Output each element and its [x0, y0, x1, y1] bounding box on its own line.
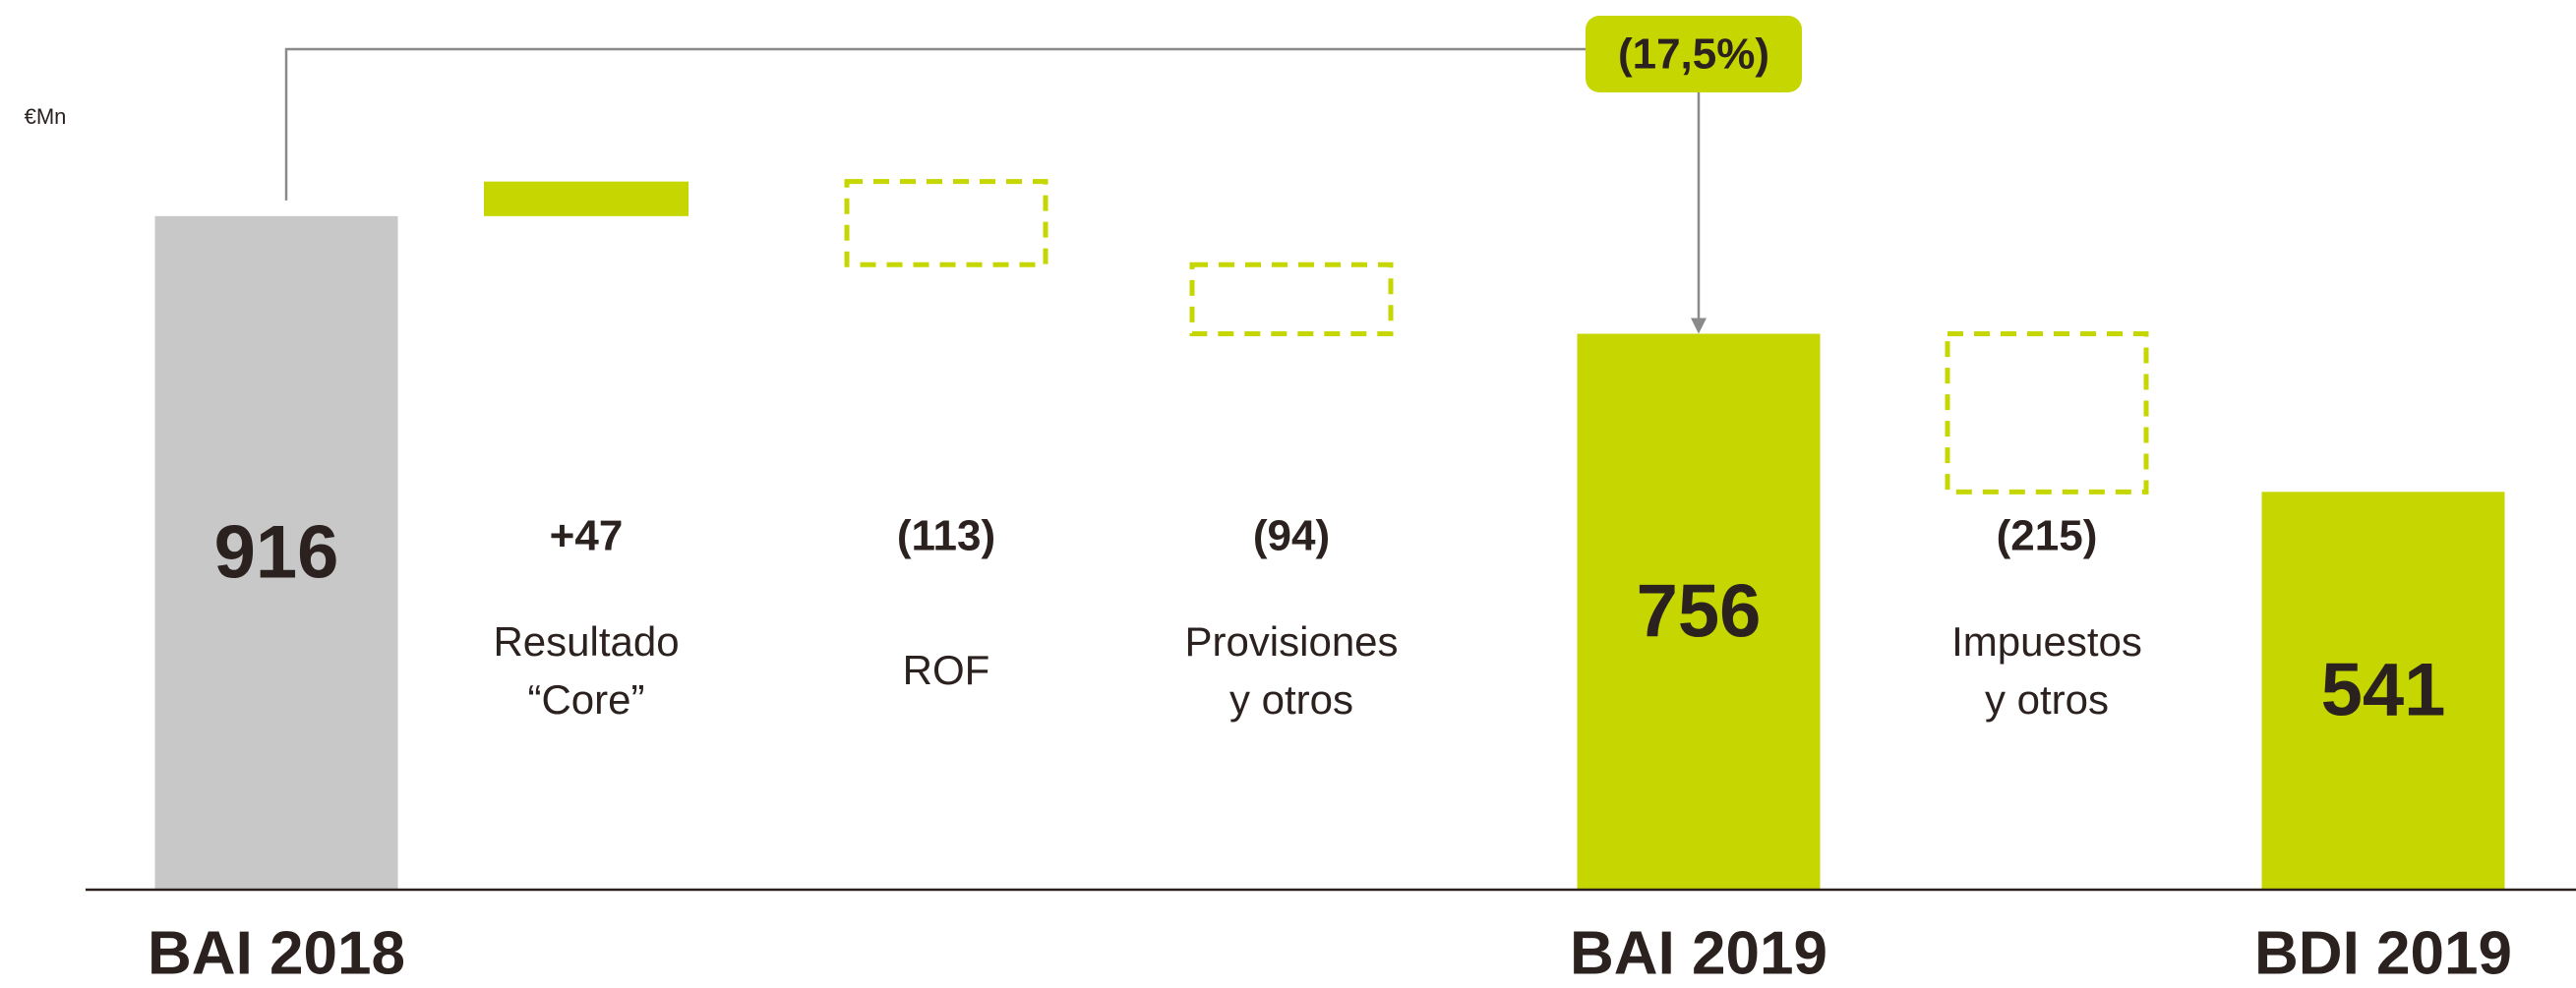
- increase-bar: [484, 181, 689, 216]
- category-label: Provisiones: [1184, 618, 1398, 665]
- value-label: (215): [1997, 512, 2098, 560]
- category-label: BAI 2018: [148, 919, 405, 987]
- category-label: Impuestos: [1951, 618, 2142, 665]
- total-bar: [2261, 492, 2505, 890]
- category-label: Resultado: [493, 618, 679, 665]
- category-label: ROF: [903, 647, 990, 693]
- value-label: (113): [897, 512, 995, 560]
- decrease-bar: [844, 179, 1048, 267]
- total-bar: [154, 215, 398, 890]
- category-label: y otros: [1985, 676, 2109, 723]
- arrow-head: [1691, 318, 1707, 334]
- total-bar: [1577, 333, 1821, 891]
- decrease-bar: [1945, 331, 2149, 494]
- value-label: 756: [1637, 569, 1762, 653]
- value-label: +47: [550, 512, 624, 560]
- value-label: 541: [2321, 649, 2446, 732]
- annotation-box: [1586, 16, 1802, 92]
- value-label: (94): [1253, 512, 1330, 560]
- annotation: (17,5%): [1618, 30, 1769, 79]
- unit-label: €Mn: [25, 104, 67, 129]
- decrease-bar: [1189, 262, 1394, 337]
- category-label: y otros: [1229, 676, 1353, 723]
- category-label: “Core”: [527, 676, 644, 723]
- category-label: BAI 2019: [1570, 919, 1827, 987]
- value-label: 916: [214, 510, 339, 594]
- category-label: BDI 2019: [2254, 919, 2512, 987]
- connector: [284, 47, 1586, 201]
